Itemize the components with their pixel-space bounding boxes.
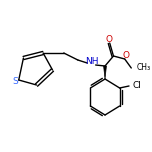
Polygon shape <box>104 66 106 79</box>
Text: NH: NH <box>85 57 99 67</box>
Text: Cl: Cl <box>133 81 142 90</box>
Text: S: S <box>12 76 18 85</box>
Text: O: O <box>122 52 129 60</box>
Text: CH₃: CH₃ <box>137 62 151 71</box>
Text: O: O <box>105 35 112 43</box>
